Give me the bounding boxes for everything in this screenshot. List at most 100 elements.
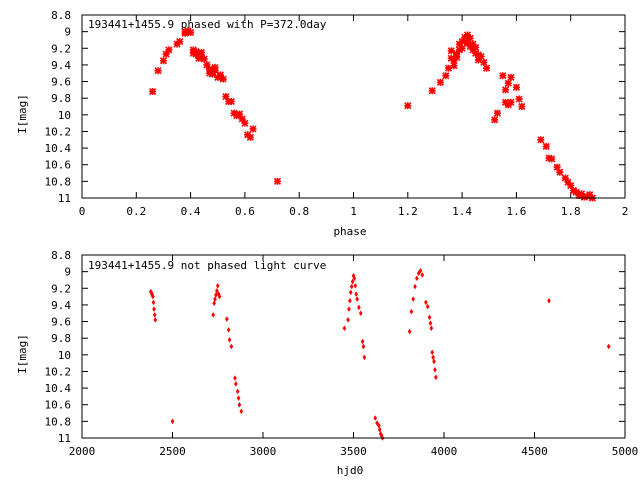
unphased-data-point <box>348 289 353 296</box>
phased-data-point <box>159 57 168 65</box>
phased-data-point <box>453 50 461 58</box>
phased-data-point <box>238 115 246 123</box>
phased-data-point <box>195 54 203 62</box>
phased-x-tick-label: 2 <box>622 205 629 218</box>
unphased-y-axis-label: I[mag] <box>16 334 29 374</box>
phased-x-tick-label: 0 <box>79 205 86 218</box>
phased-x-tick-label: 1.2 <box>398 205 418 218</box>
unphased-x-tick-label: 2000 <box>69 445 96 458</box>
phased-data-point <box>162 50 170 58</box>
phased-chart-title: 193441+1455.9 phased with P=372.0day <box>88 18 327 31</box>
unphased-data-point <box>358 310 363 317</box>
unphased-data-point <box>170 418 175 425</box>
phased-y-tick-label: 10 <box>58 109 71 122</box>
phased-data-point <box>564 178 572 186</box>
phased-data-point <box>461 36 469 44</box>
phased-data-point <box>206 65 214 73</box>
phased-data-point <box>501 86 510 94</box>
phased-data-point <box>200 55 208 63</box>
unphased-y-tick-label: 9.2 <box>51 282 71 295</box>
unphased-data-point <box>235 388 240 395</box>
phased-data-point <box>428 87 436 95</box>
unphased-data-point <box>348 297 352 304</box>
unphased-x-tick-label: 5000 <box>612 445 639 458</box>
unphased-y-tick-label: 9.4 <box>51 299 71 312</box>
phased-data-point <box>518 102 526 111</box>
phased-data-point <box>235 110 244 118</box>
unphased-data-point <box>418 267 423 274</box>
phased-data-point <box>447 47 455 55</box>
unphased-data-point <box>606 343 611 350</box>
unphased-data-point <box>342 325 347 332</box>
phased-y-tick-label: 9 <box>64 26 71 39</box>
unphased-y-tick-label: 8.8 <box>51 249 71 262</box>
phased-data-points <box>149 27 596 202</box>
unphased-data-point <box>153 317 158 323</box>
unphased-data-point <box>211 312 216 318</box>
phased-y-tick-label: 9.6 <box>51 76 71 89</box>
phased-data-point <box>561 174 569 182</box>
unphased-data-point <box>233 375 237 381</box>
unphased-light-curve-panel: 193441+1455.9 not phased light curve hjd… <box>16 249 638 477</box>
unphased-data-point <box>354 291 359 297</box>
phased-x-tick-label: 0.2 <box>126 205 146 218</box>
unphased-axis-ticks: 2000 2500 3000 3500 4000 4500 5000 8.8 9 9.2 9.4 9.… <box>45 249 639 458</box>
phased-data-point <box>165 46 173 54</box>
phased-data-point <box>567 181 575 190</box>
unphased-data-point <box>362 354 367 361</box>
phased-data-point <box>450 62 458 70</box>
unphased-data-point <box>428 320 433 327</box>
unphased-data-point <box>355 296 359 302</box>
unphased-data-point <box>229 343 234 350</box>
phased-data-point <box>222 92 230 101</box>
unphased-data-point <box>347 306 351 312</box>
unphased-data-point <box>213 296 217 302</box>
phased-data-point <box>450 57 458 65</box>
phased-data-point <box>553 163 561 171</box>
phased-y-tick-label: 9.2 <box>51 42 71 55</box>
unphased-data-point <box>215 287 219 294</box>
phased-y-tick-label: 10.2 <box>45 125 72 138</box>
unphased-data-point <box>434 374 438 381</box>
unphased-data-point <box>361 343 366 350</box>
unphased-x-tick-label: 3500 <box>340 445 367 458</box>
phased-y-tick-label: 8.8 <box>51 9 71 22</box>
unphased-chart-title: 193441+1455.9 not phased light curve <box>88 259 326 272</box>
phased-data-point <box>463 39 472 47</box>
phased-x-tick-label: 0.4 <box>181 205 201 218</box>
phased-data-point <box>499 72 507 80</box>
phased-data-point <box>469 40 477 48</box>
phased-data-point <box>197 48 206 56</box>
phased-y-tick-label: 9.4 <box>51 59 71 72</box>
unphased-data-point <box>217 293 222 300</box>
unphased-data-point <box>415 275 419 282</box>
unphased-y-tick-label: 10.8 <box>45 415 72 428</box>
phased-data-point <box>580 193 588 201</box>
phased-data-point <box>203 61 211 69</box>
unphased-data-point <box>357 304 361 311</box>
unphased-data-point <box>350 278 355 285</box>
unphased-x-tick-label: 3000 <box>250 445 277 458</box>
unphased-data-point <box>413 283 417 290</box>
unphased-data-points <box>148 267 611 441</box>
unphased-data-point <box>377 422 381 429</box>
phased-x-tick-label: 1.6 <box>506 205 526 218</box>
unphased-data-point <box>346 317 350 323</box>
phased-data-point <box>545 154 553 162</box>
phased-data-point <box>556 168 564 176</box>
phased-data-point <box>515 95 523 103</box>
unphased-data-point <box>409 308 414 315</box>
unphased-data-point <box>226 326 231 333</box>
phased-y-tick-label: 10.8 <box>45 175 72 188</box>
unphased-data-point <box>224 316 229 322</box>
unphased-data-point <box>433 366 437 373</box>
phased-x-tick-label: 1.8 <box>561 205 581 218</box>
phased-y-tick-label: 11 <box>58 192 71 205</box>
unphased-y-tick-label: 10.2 <box>45 365 72 378</box>
unphased-data-point <box>432 358 436 365</box>
phased-data-point <box>466 34 474 42</box>
phased-data-point <box>504 79 512 87</box>
unphased-data-point <box>151 299 156 306</box>
